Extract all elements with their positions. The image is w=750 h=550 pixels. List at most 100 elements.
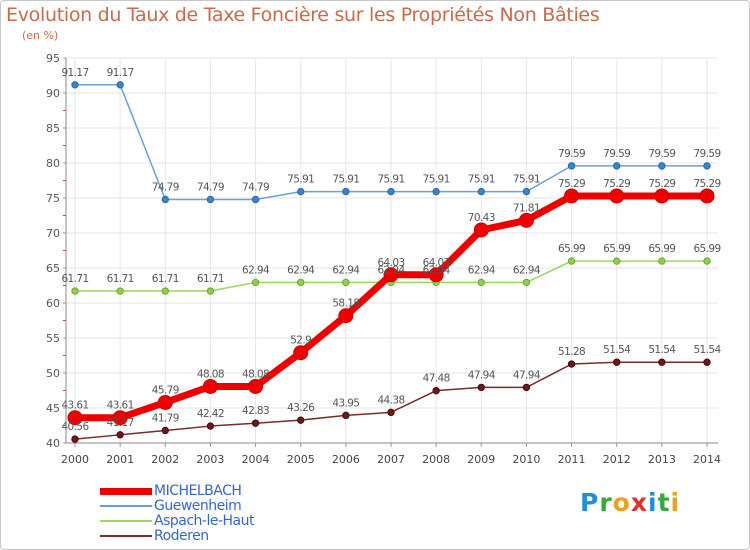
data-point-michelbach[interactable]	[654, 188, 670, 204]
data-point-guewenheim[interactable]	[161, 195, 169, 204]
data-label-aspach-le-haut: 62.94	[423, 264, 451, 276]
data-point-roderen[interactable]	[432, 386, 440, 395]
data-point-roderen[interactable]	[613, 358, 621, 366]
data-point-guewenheim[interactable]	[432, 187, 440, 196]
data-point-aspach-le-haut[interactable]	[658, 257, 666, 265]
data-point-roderen[interactable]	[477, 383, 485, 392]
data-point-aspach-le-haut[interactable]	[116, 287, 124, 295]
proxiti-logo[interactable]: Proxiti	[580, 488, 680, 517]
data-point-michelbach[interactable]	[609, 188, 625, 204]
data-label-guewenheim: 75.91	[513, 174, 540, 186]
data-label-michelbach: 43.61	[61, 400, 88, 412]
data-label-roderen: 51.28	[558, 346, 585, 358]
legend-item-guewenheim[interactable]: Guewenheim	[100, 499, 320, 514]
data-point-michelbach[interactable]	[112, 410, 128, 426]
legend-swatch-michelbach	[100, 488, 152, 495]
data-point-aspach-le-haut[interactable]	[71, 287, 79, 295]
data-label-michelbach: 75.29	[603, 178, 630, 190]
data-point-roderen[interactable]	[71, 435, 79, 443]
x-tick-label: 2000	[61, 453, 89, 466]
data-point-guewenheim[interactable]	[658, 162, 666, 170]
logo-letter: o	[612, 488, 631, 517]
data-point-roderen[interactable]	[658, 358, 666, 366]
data-label-roderen: 51.54	[693, 344, 721, 356]
data-point-aspach-le-haut[interactable]	[161, 287, 169, 295]
logo-letter: t	[657, 488, 671, 517]
data-label-guewenheim: 75.91	[423, 174, 450, 186]
y-tick-label: 40	[46, 437, 60, 450]
data-point-aspach-le-haut[interactable]	[342, 278, 350, 287]
data-point-roderen[interactable]	[297, 416, 305, 424]
data-label-michelbach: 71.81	[513, 202, 540, 214]
data-point-guewenheim[interactable]	[703, 162, 711, 170]
data-point-roderen[interactable]	[116, 431, 124, 439]
data-point-michelbach[interactable]	[473, 222, 489, 238]
data-point-aspach-le-haut[interactable]	[251, 278, 260, 287]
data-point-aspach-le-haut[interactable]	[567, 257, 576, 265]
data-point-michelbach[interactable]	[699, 188, 715, 204]
legend-label-guewenheim: Guewenheim	[154, 498, 242, 514]
x-tick-label: 2012	[603, 453, 631, 466]
data-point-michelbach[interactable]	[67, 410, 83, 426]
data-point-guewenheim[interactable]	[71, 81, 79, 89]
logo-letter: r	[599, 488, 613, 517]
data-point-guewenheim[interactable]	[613, 162, 621, 170]
data-point-michelbach[interactable]	[202, 378, 218, 394]
data-point-roderen[interactable]	[387, 408, 395, 417]
data-point-michelbach[interactable]	[428, 267, 444, 283]
data-label-michelbach: 58.18	[332, 298, 359, 310]
data-point-aspach-le-haut[interactable]	[613, 257, 621, 265]
data-point-guewenheim[interactable]	[116, 81, 124, 89]
data-point-aspach-le-haut[interactable]	[206, 287, 215, 295]
data-point-roderen[interactable]	[206, 422, 215, 430]
data-point-aspach-le-haut[interactable]	[297, 278, 305, 287]
data-point-michelbach[interactable]	[518, 212, 534, 228]
data-point-aspach-le-haut[interactable]	[703, 257, 711, 265]
logo-letter: i	[670, 488, 681, 517]
data-label-michelbach: 70.43	[468, 212, 495, 224]
data-point-guewenheim[interactable]	[251, 195, 260, 204]
data-point-guewenheim[interactable]	[206, 195, 215, 204]
data-point-roderen[interactable]	[342, 411, 350, 420]
data-point-michelbach[interactable]	[157, 394, 173, 410]
data-point-roderen[interactable]	[251, 419, 260, 427]
logo-letter: P	[580, 488, 600, 517]
data-point-aspach-le-haut[interactable]	[477, 278, 485, 287]
x-tick-label: 2011	[558, 453, 586, 466]
data-point-michelbach[interactable]	[383, 267, 399, 283]
data-point-guewenheim[interactable]	[477, 187, 485, 196]
data-point-guewenheim[interactable]	[567, 162, 576, 170]
data-point-guewenheim[interactable]	[297, 187, 305, 196]
data-point-guewenheim[interactable]	[387, 187, 395, 196]
data-point-michelbach[interactable]	[248, 378, 264, 394]
data-point-guewenheim[interactable]	[522, 187, 531, 196]
data-point-roderen[interactable]	[567, 360, 576, 368]
data-label-roderen: 47.94	[468, 369, 496, 381]
data-point-roderen[interactable]	[522, 383, 531, 392]
legend-item-roderen[interactable]: Roderen	[100, 529, 320, 544]
data-label-guewenheim: 75.91	[377, 174, 404, 186]
data-point-michelbach[interactable]	[293, 345, 309, 361]
legend-label-roderen: Roderen	[154, 528, 209, 544]
data-point-roderen[interactable]	[161, 426, 169, 435]
data-point-aspach-le-haut[interactable]	[522, 278, 531, 287]
data-label-aspach-le-haut: 61.71	[61, 273, 88, 285]
x-tick-label: 2002	[151, 453, 179, 466]
legend-swatch-guewenheim	[100, 505, 152, 507]
legend-label-aspach-le-haut: Aspach-le-Haut	[154, 513, 254, 529]
data-point-michelbach[interactable]	[338, 308, 354, 324]
data-label-michelbach: 75.29	[648, 178, 675, 190]
data-point-michelbach[interactable]	[564, 188, 580, 204]
legend-item-aspach-le-haut[interactable]: Aspach-le-Haut	[100, 514, 320, 529]
data-label-michelbach: 45.79	[152, 384, 179, 396]
data-point-roderen[interactable]	[703, 358, 711, 366]
chart-subtitle: (en %)	[22, 29, 59, 42]
data-label-aspach-le-haut: 62.94	[242, 264, 270, 276]
data-label-guewenheim: 79.59	[648, 148, 675, 160]
data-label-michelbach: 75.29	[693, 178, 720, 190]
data-point-guewenheim[interactable]	[342, 187, 350, 196]
x-tick-label: 2006	[332, 453, 360, 466]
x-tick-label: 2008	[422, 453, 450, 466]
legend-item-michelbach[interactable]: MICHELBACH	[100, 484, 320, 499]
